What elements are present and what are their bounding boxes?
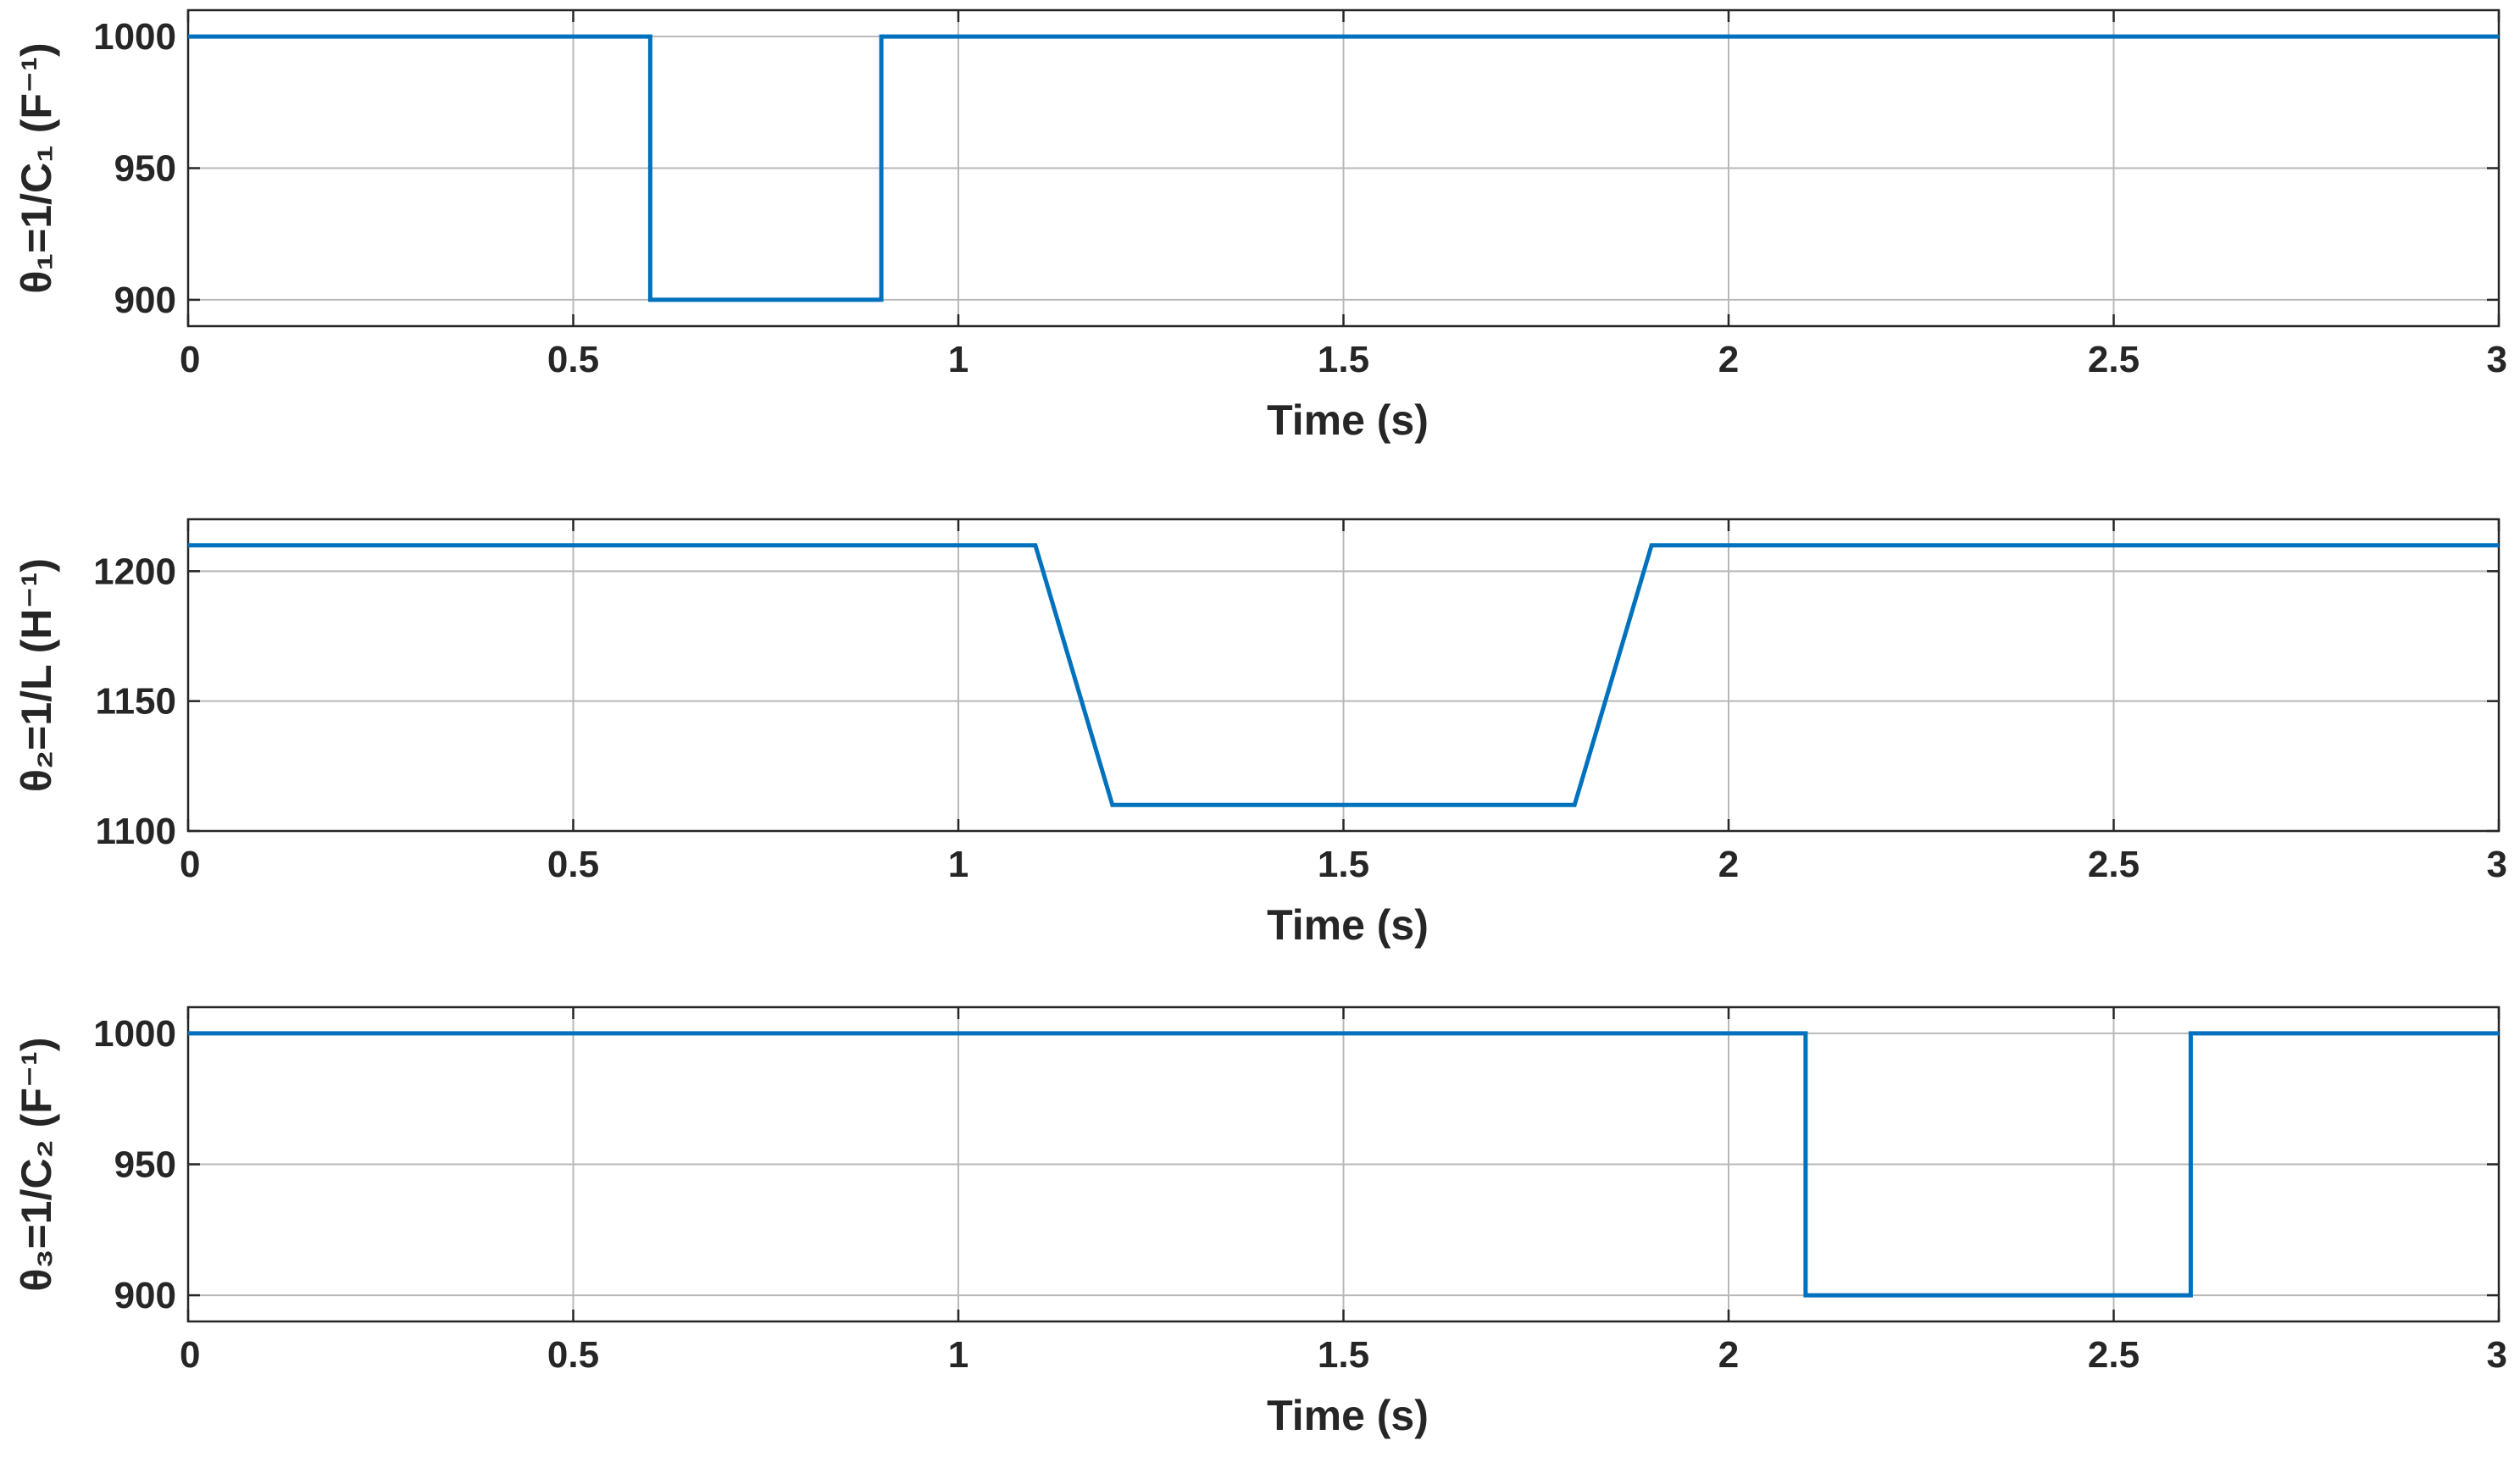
series-line <box>188 1031 2499 1298</box>
x-tick-label: 1.5 <box>1318 844 1369 885</box>
x-tick-label: 2.5 <box>2088 844 2140 885</box>
x-tick-label: 0.5 <box>547 339 599 380</box>
x-tick-label: 2 <box>1718 339 1739 380</box>
x-tick-label: 1 <box>948 339 969 380</box>
x-tick-label: 1 <box>948 844 969 885</box>
subplot-2: 0 0.5 1 1.5 2 2.5 3 1100 1150 1200 Time (s) θ₂=1/L … <box>13 518 2507 949</box>
y-tick-label: 900 <box>114 280 176 321</box>
y-axis-title: θ₃=1/C₂ (F⁻¹) <box>13 1037 60 1291</box>
x-tick-label: 1 <box>948 1334 969 1376</box>
x-axis-title: Time (s) <box>1267 901 1429 949</box>
subplot-3: 0 0.5 1 1.5 2 2.5 3 900 950 1000 Time (s) θ₃=1/C₂ (… <box>13 1005 2507 1439</box>
y-tick-label: 1200 <box>93 551 176 592</box>
x-tick-label: 2.5 <box>2088 1334 2140 1376</box>
y-axis-title: θ₁=1/C₁ (F⁻¹) <box>13 42 60 293</box>
x-tick-label: 0.5 <box>547 844 599 885</box>
y-tick-label: 950 <box>114 1144 176 1186</box>
x-tick-label: 0 <box>180 1334 200 1376</box>
x-tick-label: 0.5 <box>547 1334 599 1376</box>
x-tick-label: 2 <box>1718 1334 1739 1376</box>
x-tick-label: 3 <box>2487 339 2507 380</box>
x-tick-label: 2.5 <box>2088 339 2140 380</box>
x-tick-label: 3 <box>2487 844 2507 885</box>
x-tick-label: 0 <box>180 844 200 885</box>
x-tick-label: 2 <box>1718 844 1739 885</box>
y-tick-label: 1150 <box>96 681 176 723</box>
x-tick-label: 1.5 <box>1318 1334 1369 1376</box>
series-line <box>188 543 2499 807</box>
x-axis-title: Time (s) <box>1267 1392 1429 1439</box>
y-tick-label: 1000 <box>93 1013 176 1055</box>
x-tick-label: 0 <box>180 339 200 380</box>
x-tick-label: 3 <box>2487 1334 2507 1376</box>
y-tick-label: 1100 <box>96 811 176 852</box>
subplot-1: 0 0.5 1 1.5 2 2.5 3 900 950 1000 Time (s) θ₁=1/C₁ (… <box>13 8 2507 444</box>
x-axis-title: Time (s) <box>1267 396 1429 444</box>
y-tick-label: 900 <box>114 1275 176 1316</box>
y-tick-label: 950 <box>114 148 176 190</box>
x-tick-label: 1.5 <box>1318 339 1369 380</box>
series-line <box>188 34 2499 302</box>
y-axis-title: θ₂=1/L (H⁻¹) <box>13 558 60 792</box>
y-tick-label: 1000 <box>93 16 176 58</box>
